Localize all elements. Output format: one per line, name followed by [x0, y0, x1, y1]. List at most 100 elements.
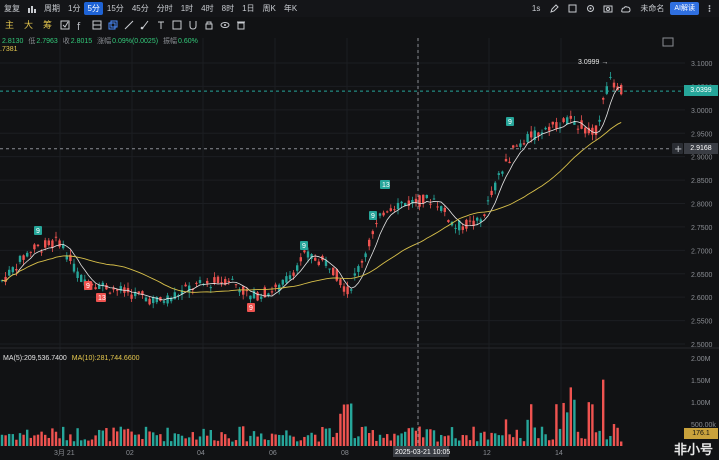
lock-icon[interactable]: [201, 17, 217, 34]
volume-bar: [353, 438, 356, 446]
volume-bar: [346, 404, 349, 446]
tf-1h[interactable]: 1时: [180, 4, 194, 13]
cloud-icon[interactable]: [618, 0, 634, 17]
layout-name[interactable]: 未命名: [640, 4, 665, 13]
tf-15m[interactable]: 15分: [106, 4, 124, 13]
candle-body: [54, 236, 58, 238]
candle-body: [443, 207, 446, 212]
ma-short-line: [1, 86, 622, 301]
candle-body: [548, 126, 551, 131]
volume-bar: [252, 431, 256, 446]
candle-body: [332, 267, 335, 276]
indicator-chips[interactable]: 筹: [43, 20, 53, 30]
more-icon[interactable]: [701, 0, 717, 17]
copy-icon[interactable]: [105, 17, 121, 34]
candle-body: [357, 266, 360, 272]
candle-body: [465, 219, 468, 229]
tf-45m[interactable]: 45分: [131, 4, 149, 13]
tf-4h[interactable]: 4时: [201, 4, 214, 13]
volume-bar: [404, 431, 407, 446]
candle-body: [422, 194, 425, 204]
volume-bar: [317, 441, 320, 446]
candle-body: [501, 171, 504, 174]
volume-bar: [465, 435, 468, 446]
period-menu[interactable]: 周期: [44, 4, 60, 13]
volume-bar: [342, 404, 346, 446]
high-marker-label: 3.0999 →: [578, 59, 608, 66]
draw-line-icon[interactable]: [121, 17, 137, 34]
volume-bar: [245, 441, 248, 446]
trash-icon[interactable]: [233, 17, 249, 34]
candle-body: [11, 267, 14, 273]
volume-bar: [220, 432, 223, 446]
volume-bar: [87, 440, 90, 446]
td-marker: [247, 303, 255, 312]
volume-bar: [436, 441, 439, 446]
candle-body: [454, 227, 457, 229]
indicator-icon[interactable]: ƒ: [73, 17, 89, 34]
td-marker: [380, 180, 390, 189]
indicator-main[interactable]: 主: [5, 20, 15, 30]
candle-body: [101, 282, 104, 287]
candle-body: [569, 115, 572, 119]
volume-bar: [155, 435, 158, 446]
volume-bar: [515, 429, 518, 446]
candle-body: [494, 182, 497, 191]
ai-analysis-button[interactable]: AI解读: [670, 2, 699, 15]
maximize-icon[interactable]: [564, 0, 580, 17]
price-tick-label: 2.8000: [691, 202, 713, 209]
candle-body: [584, 127, 587, 134]
time-tick-label: 02: [126, 450, 134, 457]
tf-1y[interactable]: 年K: [283, 4, 298, 13]
eye-icon[interactable]: [217, 17, 233, 34]
candle-body: [580, 120, 583, 129]
time-tick-label: 3月 21: [54, 449, 75, 457]
volume-bar: [378, 434, 382, 446]
volume-bar: [443, 436, 446, 446]
interval-label[interactable]: 1s: [531, 4, 541, 13]
volume-tick-label: 2.00M: [691, 356, 711, 363]
volume-bar: [141, 439, 144, 446]
volume-bar: [40, 431, 43, 446]
tf-1w[interactable]: 周K: [262, 4, 276, 13]
volume-bar: [587, 402, 590, 446]
tf-5m[interactable]: 5分: [84, 2, 103, 15]
brush-icon[interactable]: [137, 17, 153, 34]
volume-bar: [83, 439, 86, 446]
watermark: 非小号: [673, 442, 713, 457]
candle-body: [220, 282, 223, 284]
candle-body: [303, 250, 306, 253]
candle-body: [98, 284, 101, 290]
magnet-icon[interactable]: [185, 17, 201, 34]
edit-icon[interactable]: [546, 0, 562, 17]
vol-ma10: MA(10):281,744.6600: [71, 355, 140, 362]
indicator-big[interactable]: 大: [24, 20, 34, 30]
candle-body: [360, 261, 364, 263]
tf-time[interactable]: 分时: [156, 4, 173, 13]
tf-8h[interactable]: 8时: [221, 4, 235, 13]
volume-bar: [616, 427, 619, 446]
volume-bar: [501, 435, 504, 446]
template-icon[interactable]: [89, 17, 105, 34]
settings-icon[interactable]: [582, 0, 598, 17]
symbol-name[interactable]: 复复: [4, 4, 20, 13]
volume-bar: [195, 439, 198, 446]
candle-body: [188, 285, 191, 293]
tf-1m[interactable]: 1分: [68, 4, 81, 13]
camera-icon[interactable]: [600, 0, 616, 17]
tf-1d[interactable]: 1日: [242, 4, 255, 13]
candle-body: [440, 206, 443, 211]
compare-icon[interactable]: [57, 17, 73, 34]
volume-legend: MA(5):209,536.7400 MA(10):281,744.6600: [3, 355, 140, 362]
text-tool-icon[interactable]: [153, 17, 169, 34]
chart-type-icon[interactable]: [24, 0, 40, 17]
candle-body: [324, 260, 328, 266]
shape-icon[interactable]: [169, 17, 185, 34]
volume-bar: [90, 439, 94, 446]
volume-bar: [576, 431, 580, 446]
candle-body: [609, 76, 612, 78]
candle-body: [605, 86, 608, 94]
volume-bar: [116, 431, 119, 446]
candle-body: [274, 284, 277, 288]
